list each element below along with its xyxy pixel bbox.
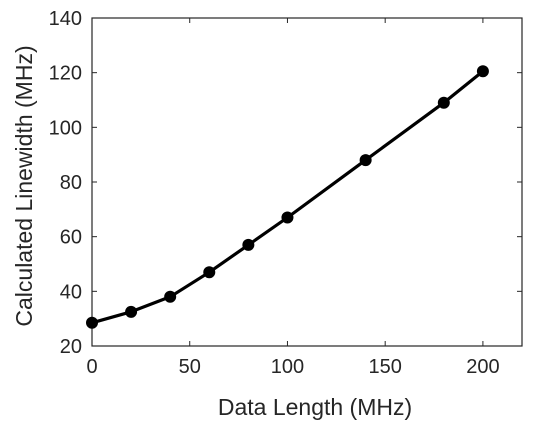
y-tick-label: 20: [60, 336, 82, 358]
data-point: [242, 238, 255, 251]
x-axis-label: Data Length (MHz): [218, 394, 412, 420]
y-tick-label: 120: [49, 63, 82, 85]
data-point: [203, 266, 216, 279]
series-line: [91, 70, 484, 325]
x-tick-label: 50: [179, 356, 201, 378]
axes-box: [91, 17, 523, 347]
x-tick-label: 150: [368, 356, 401, 378]
x-tick-label: 200: [466, 356, 499, 378]
y-axis-label: Calculated Linewidth (MHz): [11, 45, 37, 326]
data-point: [476, 65, 489, 78]
data-point: [86, 316, 98, 329]
y-tick-label: 80: [60, 172, 82, 194]
data-point: [164, 290, 177, 303]
data-point: [437, 96, 450, 109]
y-tick-label: 140: [49, 8, 82, 30]
data-point: [281, 211, 294, 224]
plot-area: 0 50 100 150 200 20 40 60 80 100 120 140: [49, 8, 523, 378]
y-tick-label: 60: [60, 227, 82, 249]
data-point: [359, 154, 372, 167]
y-tick-label: 100: [49, 117, 82, 139]
x-tick-label: 0: [86, 356, 97, 378]
data-point: [125, 305, 138, 318]
x-tick-label: 100: [271, 356, 304, 378]
y-tick-label: 40: [60, 281, 82, 303]
